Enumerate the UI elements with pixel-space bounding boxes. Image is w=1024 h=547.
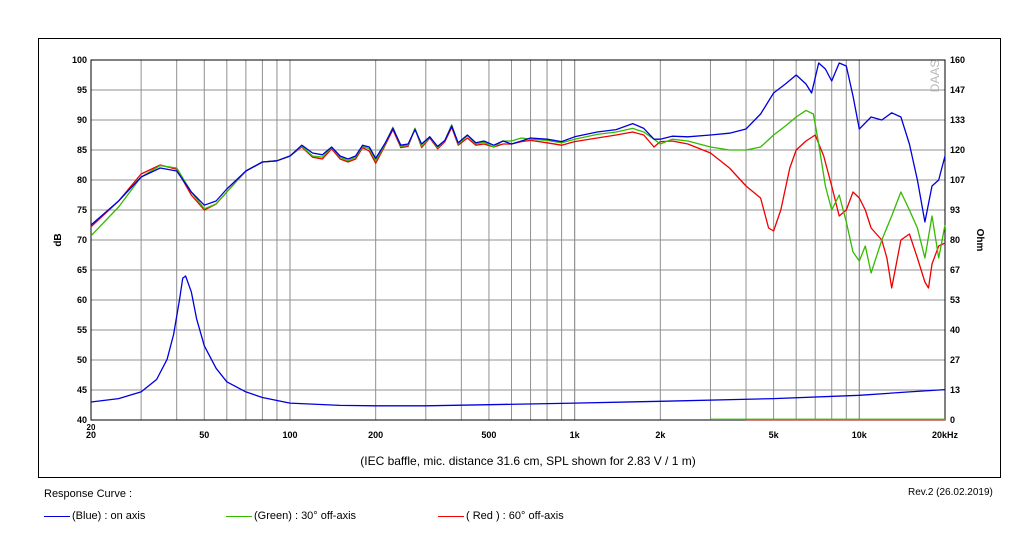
y-tick-label-left: 40: [77, 415, 87, 425]
y-tick-label-right: 133: [950, 115, 965, 125]
y-tick-label-right: 0: [950, 415, 955, 425]
legend-label-red: ( Red ) : 60° off-axis: [466, 510, 564, 522]
frequency-response-chart: 40 45 50 55 60 65 70 75 80 85 90 95 100 0 13 27 40 53 67 80…: [53, 55, 985, 468]
y-tick-label-right: 67: [950, 265, 960, 275]
y-tick-label-left: 60: [77, 295, 87, 305]
x-tick-label: 500: [481, 430, 496, 440]
legend-title: Response Curve :: [44, 488, 133, 500]
y-tick-label-right: 13: [950, 385, 960, 395]
y-tick-label-left: 45: [77, 385, 87, 395]
x-tick-label: 10k: [852, 430, 868, 440]
legend-swatch-green: [226, 515, 252, 517]
y-axis-label-left: dB: [53, 233, 64, 246]
watermark: DAAS: [928, 60, 942, 93]
y-tick-label-left: 95: [77, 85, 87, 95]
legend-swatch-blue: [44, 515, 70, 517]
y-tick-label-left: 65: [77, 265, 87, 275]
x-tick-label: 50: [199, 430, 209, 440]
revision-label: Rev.2 (26.02.2019): [908, 487, 993, 498]
y-tick-label-right: 53: [950, 295, 960, 305]
x-tick-label: 20kHz: [932, 430, 959, 440]
y-tick-label-right: 93: [950, 205, 960, 215]
chart-caption: (IEC baffle, mic. distance 31.6 cm, SPL …: [360, 454, 695, 468]
series-line-impedance: [90, 275, 946, 407]
y-tick-label-left: 70: [77, 235, 87, 245]
y-tick-label-left: 55: [77, 325, 87, 335]
series-line-red-60-off-axis: [90, 126, 946, 289]
y-tick-label-left: 85: [77, 145, 87, 155]
y-tick-label-right: 147: [950, 85, 965, 95]
y-tick-label-right: 120: [950, 145, 965, 155]
x-tick-label: 20: [86, 430, 96, 440]
y-tick-label-right: 40: [950, 325, 960, 335]
y-axis-label-right: Ohm: [974, 229, 985, 252]
y-tick-label-left: 100: [72, 55, 87, 65]
x-tick-label-minor: 20: [87, 423, 96, 432]
legend-label-green: (Green) : 30° off-axis: [254, 510, 357, 522]
legend-label-blue: (Blue) : on axis: [72, 510, 146, 522]
y-tick-label-left: 90: [77, 115, 87, 125]
legend-swatch-red: [438, 515, 464, 517]
y-tick-label-left: 75: [77, 205, 87, 215]
plot-border: [90, 59, 946, 421]
y-tick-label-right: 107: [950, 175, 965, 185]
legend-item-red: ( Red ) : 60° off-axis: [438, 510, 564, 522]
legend-item-green: (Green) : 30° off-axis: [226, 510, 356, 522]
chart-frame: 40 45 50 55 60 65 70 75 80 85 90 95 100 0 13 27 40 53 67 80…: [38, 38, 1001, 478]
x-tick-label: 200: [368, 430, 383, 440]
series-line-blue-on-axis: [90, 62, 946, 226]
y-tick-label-left: 80: [77, 175, 87, 185]
y-tick-label-right: 80: [950, 235, 960, 245]
x-tick-label: 1k: [570, 430, 581, 440]
y-tick-label-left: 50: [77, 355, 87, 365]
x-tick-label: 100: [282, 430, 297, 440]
x-tick-label: 2k: [655, 430, 666, 440]
y-tick-label-right: 27: [950, 355, 960, 365]
x-tick-label: 5k: [769, 430, 780, 440]
legend-item-blue: (Blue) : on axis: [44, 510, 145, 522]
series-line-green-30-off-axis: [90, 109, 946, 274]
y-tick-label-right: 160: [950, 55, 965, 65]
